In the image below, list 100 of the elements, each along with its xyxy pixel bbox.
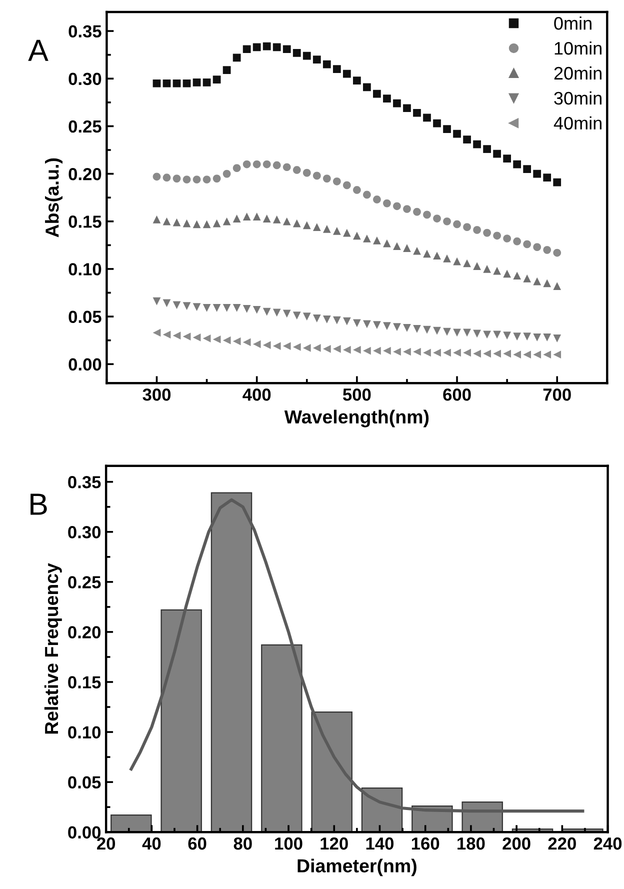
point [252,212,261,221]
point [222,336,231,344]
y-tick-label: 0.15 [68,676,101,688]
point [473,226,481,234]
point [483,265,491,273]
point [533,350,542,359]
point [443,254,451,262]
point [192,78,201,86]
point [232,214,241,222]
x-tick-label: 500 [342,388,371,401]
point [222,304,231,312]
text: B [30,494,47,515]
point [373,321,381,330]
point [393,202,401,210]
point [363,346,371,355]
legend-label: 30min [554,91,602,105]
y-tick-label: 0.10 [68,263,102,276]
point [202,334,211,342]
point [222,170,231,178]
point [322,174,331,182]
point [403,244,411,252]
point [403,104,411,112]
point [393,348,401,356]
point [523,350,532,359]
point [342,70,351,78]
point [483,228,491,237]
point [433,252,441,260]
point [182,219,191,228]
point [182,332,191,340]
point [332,226,341,235]
point [483,350,491,358]
legend-label: 40min [554,116,602,130]
point [423,114,431,122]
point [413,324,421,333]
point [242,45,251,54]
point [473,262,481,270]
point [322,315,331,324]
x-axis-title: Wavelength(nm) [284,410,429,428]
y-tick-label: 0.05 [68,310,102,324]
y-tick-label: 0.35 [68,476,101,488]
point [513,350,521,359]
y-tick-label: 0.30 [68,526,101,538]
point [493,232,501,240]
point [423,250,431,258]
point [192,334,201,342]
x-tick-label: 240 [594,837,622,850]
point [292,312,301,320]
point [302,344,311,352]
point [312,56,321,64]
point [292,219,301,228]
x-axis-title: Diameter(nm) [298,858,416,876]
point [212,219,221,228]
point [202,304,211,312]
x-tick-label: 40 [142,837,161,850]
point [162,217,171,226]
point [553,282,562,290]
point [252,160,261,168]
point [393,323,401,331]
point [272,342,281,350]
point [413,348,421,356]
point [252,340,261,348]
point [363,83,371,92]
point [212,335,221,344]
point [493,266,501,275]
point [342,317,351,326]
point [413,108,421,117]
point [242,338,251,346]
point [403,324,411,332]
point [503,350,511,358]
point [302,221,311,230]
x-tick-label: 80 [234,837,252,850]
point [533,243,542,251]
point [162,79,171,88]
y-axis-title: Relative Frequency [44,563,62,734]
point [192,220,201,228]
point [232,164,241,172]
point [373,236,381,244]
point [182,302,191,310]
point [292,48,301,57]
point [172,332,181,340]
y-tick-label: 0.30 [68,72,102,86]
point [252,43,261,52]
point [353,232,361,240]
x-tick-label: 60 [188,837,206,850]
point [523,240,532,248]
point [262,160,271,168]
point [262,214,271,222]
x-tick-label: 300 [142,388,171,401]
point [513,272,521,280]
x-tick-label: 180 [458,837,485,850]
x-tick-label: 20 [97,837,116,850]
point [202,176,211,184]
point [342,346,351,354]
point [433,348,441,357]
point [232,304,241,312]
point [152,172,161,181]
point [182,79,191,88]
point [543,279,552,288]
point [242,212,251,221]
point [353,186,361,194]
